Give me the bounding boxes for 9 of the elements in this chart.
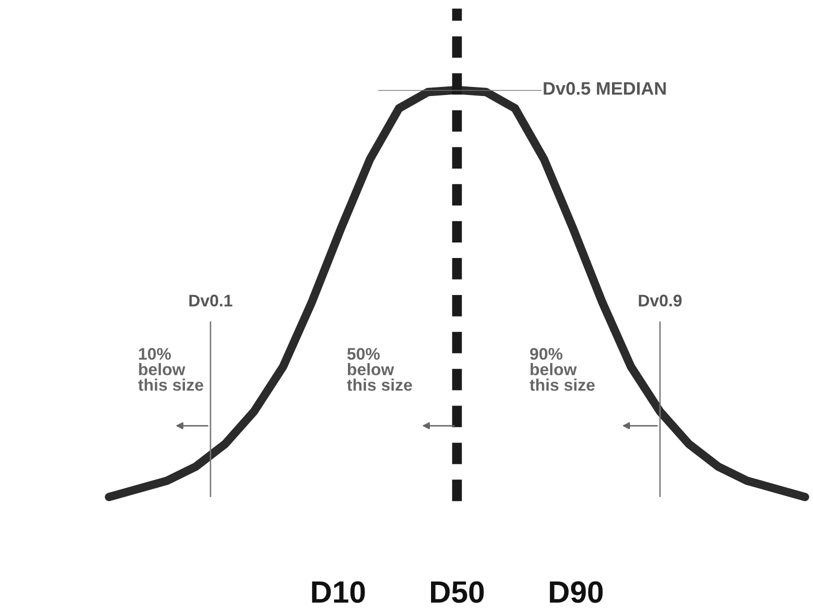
- text: D90: [550, 581, 603, 603]
- annotation: 90% below this size: [530, 348, 595, 391]
- annotation: 50% below this size: [347, 348, 412, 391]
- text: D50: [431, 581, 484, 603]
- annotation: Dv0.1: [189, 294, 232, 306]
- annotation: Dv0.5 MEDIAN: [544, 82, 666, 95]
- annotation: 10% below this size: [138, 348, 204, 391]
- annotation: Dv0.9: [638, 294, 682, 306]
- text: D10: [312, 581, 365, 603]
